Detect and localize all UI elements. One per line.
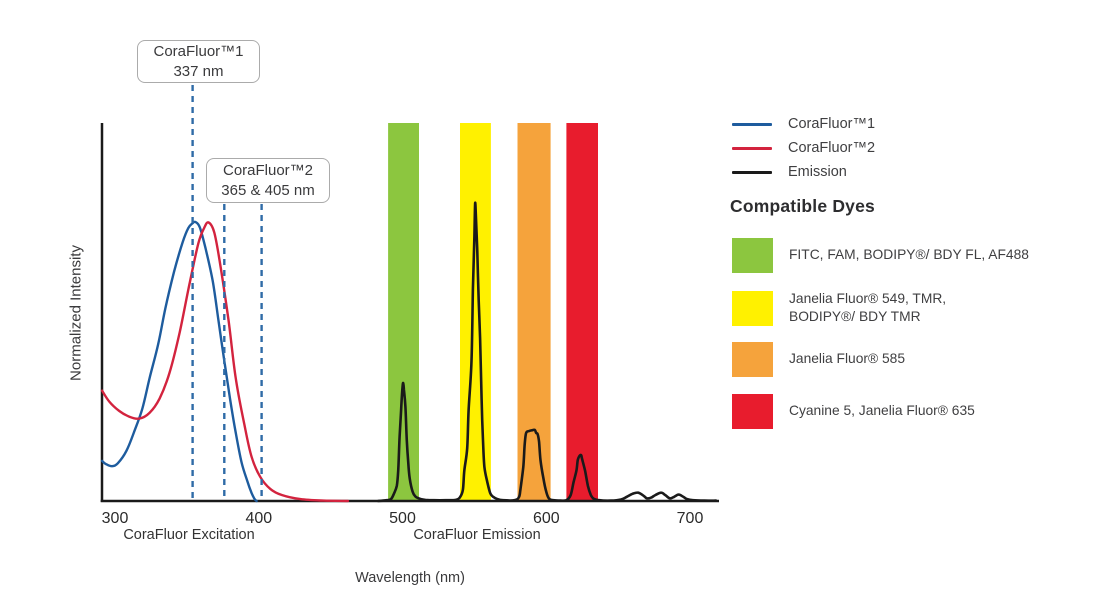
- legend-row-corafluor2: CoraFluor™2: [732, 138, 875, 158]
- legend-label-corafluor2: CoraFluor™2: [788, 140, 876, 156]
- callout-corafluor1-title: CoraFluor™1: [153, 42, 244, 60]
- corafluor2-excitation-curve: [100, 221, 350, 503]
- x-tick-600: 600: [533, 510, 560, 527]
- dye-swatch-yellow: [732, 290, 773, 326]
- x-section-label-excitation: CoraFluor Excitation: [123, 527, 255, 543]
- dye-label-orange: Janelia Fluor® 585: [789, 350, 905, 368]
- filter-band-orange: [517, 123, 551, 502]
- dye-label-green-line1: FITC, FAM, BODIPY®/ BDY FL, AF488: [789, 247, 1029, 263]
- legend-label-emission: Emission: [788, 164, 847, 180]
- dye-swatch-red: [732, 394, 773, 429]
- filter-band-yellow: [460, 123, 491, 502]
- callout-corafluor1: CoraFluor™1 337 nm: [137, 40, 260, 83]
- legend-row-emission: Emission: [732, 162, 847, 182]
- x-tick-500: 500: [389, 510, 416, 527]
- dye-label-yellow: Janelia Fluor® 549, TMR, BODIPY®/ BDY TM…: [789, 290, 946, 326]
- legend-line-emission: [732, 170, 772, 174]
- filter-band-red: [566, 123, 598, 502]
- legend-line-corafluor1: [732, 122, 772, 126]
- dye-label-green: FITC, FAM, BODIPY®/ BDY FL, AF488: [789, 246, 1029, 264]
- x-tick-300: 300: [102, 510, 129, 527]
- x-axis-label: Wavelength (nm): [355, 570, 465, 586]
- dye-label-orange-line1: Janelia Fluor® 585: [789, 351, 906, 367]
- callout-corafluor2-title: CoraFluor™2: [222, 161, 314, 179]
- compatible-dyes-heading: Compatible Dyes: [730, 196, 875, 216]
- callout-corafluor2-value: 365 & 405 nm: [221, 181, 315, 199]
- x-tick-700: 700: [677, 510, 704, 527]
- dye-label-red-line1: Cyanine 5, Janelia Fluor® 635: [789, 403, 975, 419]
- dye-row-orange: Janelia Fluor® 585: [732, 342, 905, 377]
- legend-label-corafluor1: CoraFluor™1: [788, 116, 876, 132]
- dye-label-yellow-line1: Janelia Fluor® 549, TMR,: [789, 291, 947, 306]
- dye-row-green: FITC, FAM, BODIPY®/ BDY FL, AF488: [732, 238, 1029, 273]
- x-tick-400: 400: [245, 510, 272, 527]
- legend-line-corafluor2: [732, 146, 772, 150]
- callout-corafluor2: CoraFluor™2 365 & 405 nm: [206, 158, 330, 203]
- legend: CoraFluor™1 CoraFluor™2 Emission Compati…: [730, 0, 1110, 612]
- dye-label-yellow-line2: BODIPY®/ BDY TMR: [789, 309, 921, 325]
- emission-curve: [376, 201, 718, 503]
- dye-swatch-orange: [732, 342, 773, 377]
- y-axis-label: Normalized Intensity: [67, 245, 85, 381]
- dye-swatch-green: [732, 238, 773, 273]
- dye-row-yellow: Janelia Fluor® 549, TMR, BODIPY®/ BDY TM…: [732, 290, 946, 326]
- dye-row-red: Cyanine 5, Janelia Fluor® 635: [732, 394, 975, 429]
- x-section-label-emission: CoraFluor Emission: [413, 527, 541, 543]
- callout-corafluor1-value: 337 nm: [173, 62, 224, 80]
- legend-row-corafluor1: CoraFluor™1: [732, 114, 875, 134]
- filter-band-green: [388, 123, 419, 502]
- corafluor1-excitation-curve: [100, 220, 258, 503]
- dye-label-red: Cyanine 5, Janelia Fluor® 635: [789, 402, 975, 420]
